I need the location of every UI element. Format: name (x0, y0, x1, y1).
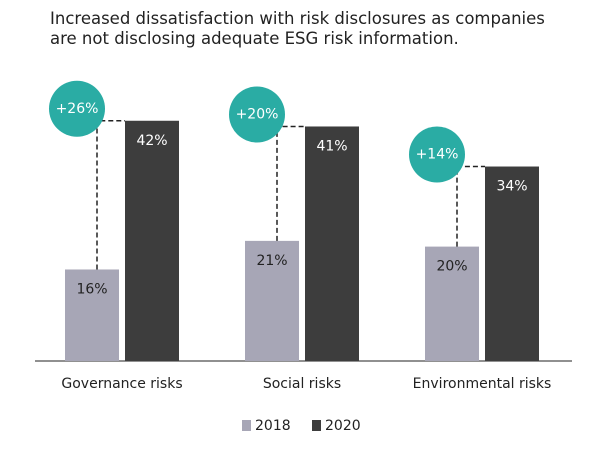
connector (96, 120, 125, 270)
bar (245, 240, 299, 361)
bar (125, 120, 179, 361)
bar (65, 269, 119, 361)
data-label: 20% (436, 259, 467, 275)
legend-swatch (312, 420, 321, 431)
annotation-circle (229, 86, 285, 143)
connector (276, 125, 305, 241)
annotation: +20% (236, 106, 279, 122)
chart-title: are not disclosing adequate ESG risk inf… (50, 29, 459, 48)
legend-label: 2018 (255, 418, 291, 434)
data-label: 42% (136, 133, 167, 149)
annotation: +26% (56, 101, 99, 117)
legend-swatch (242, 420, 251, 431)
connector (456, 165, 485, 247)
chart-title: Increased dissatisfaction with risk disc… (50, 9, 545, 28)
bar (425, 246, 479, 361)
data-label: 16% (76, 281, 107, 297)
bar (305, 126, 359, 361)
x-tick-label: Governance risks (61, 376, 182, 392)
data-label: 21% (256, 253, 287, 269)
x-tick-label: Social risks (263, 376, 341, 392)
x-tick-label: Environmental risks (413, 376, 552, 392)
annotation: +14% (416, 147, 459, 163)
data-label: 34% (496, 179, 527, 195)
annotation-circle (49, 80, 105, 137)
legend-label: 2020 (325, 418, 361, 434)
data-label: 41% (316, 138, 347, 154)
annotation-circle (409, 126, 465, 183)
bar (485, 166, 539, 361)
